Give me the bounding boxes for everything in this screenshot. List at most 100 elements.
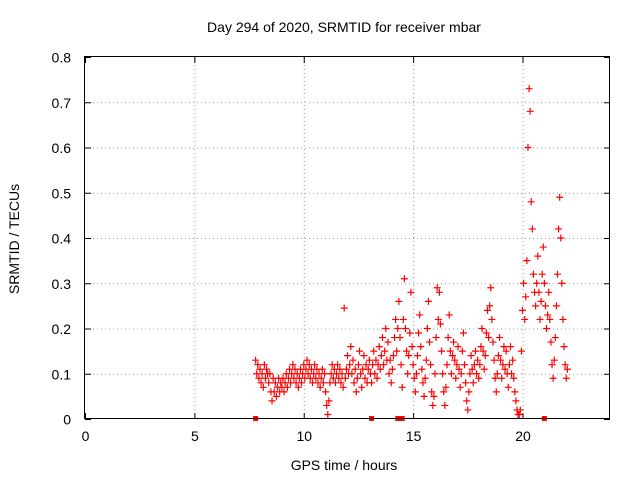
data-point: [298, 379, 306, 387]
data-point: [533, 279, 541, 287]
data-point: [412, 370, 420, 378]
data-point: [552, 302, 560, 310]
data-point: [416, 311, 424, 319]
data-point: [440, 388, 448, 396]
data-point: [439, 370, 447, 378]
data-point: [303, 356, 311, 364]
data-point: [540, 279, 548, 287]
data-point: [434, 315, 442, 323]
x-tick-label: 5: [191, 428, 199, 444]
data-point: [401, 325, 409, 332]
data-point: [442, 383, 450, 391]
data-point: [415, 329, 423, 337]
data-point: [261, 374, 269, 382]
data-point: [454, 343, 462, 351]
data-point: [380, 361, 388, 369]
data-point: [399, 315, 407, 323]
data-point: [554, 270, 561, 278]
data-point: [482, 329, 490, 337]
data-point: [340, 304, 348, 312]
data-point: [501, 365, 509, 373]
data-point: [429, 401, 437, 409]
data-point: [467, 352, 475, 360]
data-point: [443, 361, 451, 369]
data-point: [492, 388, 500, 396]
data-point: [280, 388, 288, 396]
data-point: [498, 374, 506, 382]
data-point: [506, 343, 514, 351]
data-point: [397, 361, 405, 369]
data-point: [419, 379, 427, 387]
data-point: [485, 334, 493, 342]
data-point: [547, 338, 555, 346]
data-point: [478, 325, 486, 332]
data-point: [475, 374, 483, 382]
data-point: [488, 315, 496, 323]
data-point: [556, 193, 564, 201]
data-point: [356, 347, 364, 355]
data-point: [353, 374, 361, 382]
data-point: [512, 397, 520, 405]
x-tick-label: 15: [406, 428, 422, 444]
data-point: [473, 370, 481, 378]
data-point: [511, 388, 519, 396]
data-point: [379, 334, 386, 342]
data-point: [407, 288, 415, 296]
data-point: [417, 343, 425, 351]
data-point: [522, 293, 530, 301]
data-point: [420, 392, 428, 400]
data-point: [365, 356, 373, 364]
data-point: [444, 334, 452, 342]
data-point: [452, 374, 460, 382]
data-point: [252, 356, 260, 364]
data-point: [469, 379, 477, 387]
data-point: [496, 334, 504, 342]
data-point: [259, 383, 267, 391]
data-point: [423, 325, 431, 332]
data-point: [316, 383, 324, 391]
data-point: [325, 397, 333, 405]
data-point: [461, 361, 469, 369]
data-point: [255, 374, 263, 382]
data-point: [348, 370, 356, 378]
data-point: [387, 379, 395, 387]
y-tick-label: 0.6: [52, 140, 72, 156]
data-point: [546, 315, 554, 323]
data-point: [395, 297, 403, 305]
data-point: [456, 383, 464, 391]
data-point: [529, 270, 537, 278]
data-point: [377, 352, 385, 360]
data-point: [479, 347, 487, 355]
data-point: [370, 347, 378, 355]
data-point: [486, 302, 494, 310]
data-point: [317, 374, 325, 382]
plot-frame: [84, 56, 610, 419]
data-point: [476, 361, 484, 369]
data-point: [527, 198, 535, 206]
data-point: [459, 329, 467, 337]
data-point: [541, 302, 549, 310]
data-point: [409, 361, 417, 369]
data-point: [392, 315, 400, 323]
y-tick-label: 0.4: [52, 231, 72, 247]
data-point: [537, 297, 545, 305]
data-point: [457, 370, 465, 378]
data-point: [447, 370, 455, 378]
tick-marks: [85, 57, 610, 420]
data-point: [559, 315, 567, 323]
data-point: [465, 388, 473, 396]
data-point: [347, 343, 355, 351]
x-tick-labels: 0 5 10 15 20: [82, 428, 531, 444]
data-point: [265, 379, 273, 387]
data-point: [342, 365, 350, 373]
data-point: [400, 275, 408, 283]
data-point: [321, 370, 329, 378]
data-point: [538, 270, 546, 278]
data-point: [364, 365, 372, 373]
y-tick-label: 0: [63, 412, 71, 428]
data-point: [357, 370, 365, 378]
data-point: [550, 356, 558, 364]
data-point: [489, 338, 497, 346]
data-point: [560, 343, 568, 351]
